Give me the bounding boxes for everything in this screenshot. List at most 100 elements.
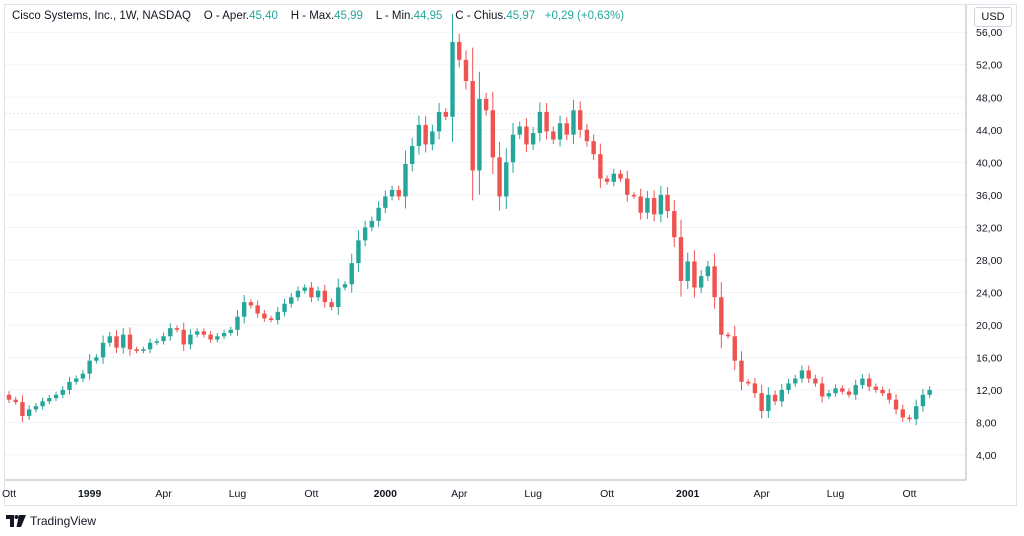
candle[interactable] [74, 375, 79, 385]
candle[interactable] [625, 170, 630, 202]
candle[interactable] [336, 278, 341, 315]
candle[interactable] [631, 192, 637, 199]
candle[interactable] [759, 384, 764, 419]
candle[interactable] [369, 216, 375, 232]
candle[interactable] [571, 99, 576, 145]
candle[interactable] [107, 331, 112, 347]
candle[interactable] [551, 126, 556, 144]
candle[interactable] [141, 346, 146, 354]
candle[interactable] [557, 115, 563, 147]
candle[interactable] [295, 286, 301, 302]
candle[interactable] [215, 333, 220, 343]
candle[interactable] [396, 185, 401, 201]
candle[interactable] [840, 385, 845, 395]
candle[interactable] [282, 298, 287, 317]
candle[interactable] [67, 376, 72, 395]
candle[interactable] [887, 388, 892, 404]
candle[interactable] [121, 328, 126, 354]
candle[interactable] [880, 386, 885, 397]
candle[interactable] [739, 351, 744, 391]
candle[interactable] [611, 168, 616, 187]
candle[interactable] [362, 220, 368, 247]
currency-button[interactable]: USD [974, 7, 1012, 27]
candle[interactable] [457, 33, 462, 68]
candle[interactable] [604, 175, 610, 185]
candle[interactable] [356, 230, 361, 273]
candle[interactable] [819, 376, 825, 403]
candle[interactable] [846, 388, 852, 398]
candle[interactable] [80, 369, 86, 382]
candle[interactable] [275, 307, 280, 325]
candle[interactable] [309, 282, 314, 303]
candle[interactable] [242, 294, 247, 324]
candle[interactable] [168, 323, 173, 341]
candle[interactable] [866, 373, 872, 392]
candle[interactable] [719, 282, 724, 349]
candle[interactable] [60, 386, 65, 399]
candle[interactable] [752, 377, 758, 399]
candle[interactable] [181, 322, 186, 351]
candle[interactable] [161, 332, 166, 345]
candle[interactable] [302, 284, 307, 294]
candle[interactable] [645, 190, 650, 220]
candle[interactable] [490, 91, 496, 175]
candle[interactable] [564, 117, 569, 141]
candle[interactable] [786, 379, 791, 394]
candle[interactable] [114, 330, 119, 354]
candle[interactable] [262, 309, 267, 322]
candle[interactable] [389, 185, 395, 201]
candle[interactable] [403, 150, 408, 209]
candle[interactable] [853, 379, 858, 400]
candle[interactable] [598, 143, 603, 189]
candle[interactable] [483, 92, 489, 116]
candle[interactable] [33, 403, 39, 413]
candle[interactable] [255, 300, 260, 318]
candle[interactable] [914, 399, 919, 426]
candle[interactable] [87, 354, 92, 380]
candle[interactable] [20, 395, 25, 423]
candle[interactable] [860, 374, 865, 389]
candle[interactable] [174, 325, 180, 333]
candle[interactable] [658, 185, 664, 223]
candle[interactable] [685, 252, 690, 289]
candle[interactable] [793, 374, 798, 387]
candle[interactable] [235, 310, 240, 336]
candle[interactable] [927, 386, 932, 399]
candle[interactable] [813, 374, 818, 387]
candle[interactable] [826, 390, 832, 400]
candle[interactable] [651, 190, 657, 222]
candle[interactable] [26, 405, 32, 420]
candle[interactable] [672, 199, 677, 248]
candle[interactable] [248, 298, 254, 309]
candle[interactable] [463, 50, 469, 90]
candle[interactable] [329, 298, 334, 311]
candle[interactable] [322, 284, 328, 308]
candle[interactable] [578, 101, 583, 138]
candle[interactable] [799, 365, 805, 383]
candle[interactable] [665, 187, 670, 219]
candle[interactable] [416, 115, 422, 155]
candle[interactable] [127, 327, 133, 356]
candle[interactable] [833, 384, 838, 397]
candle[interactable] [873, 383, 879, 393]
candle[interactable] [154, 338, 160, 346]
candle[interactable] [53, 391, 59, 401]
candle[interactable] [376, 201, 381, 227]
candle[interactable] [201, 328, 207, 338]
candle[interactable] [900, 404, 905, 422]
candle[interactable] [423, 116, 428, 153]
candle[interactable] [436, 103, 442, 140]
candle[interactable] [134, 346, 139, 354]
candle[interactable] [732, 325, 737, 371]
tradingview-brand[interactable]: TradingView [6, 513, 96, 529]
candle[interactable] [342, 281, 348, 291]
candle[interactable] [692, 250, 697, 298]
candle[interactable] [450, 13, 455, 143]
candle[interactable] [678, 219, 684, 297]
candle[interactable] [618, 169, 623, 182]
candle[interactable] [530, 127, 536, 150]
candle[interactable] [725, 332, 731, 339]
candle[interactable] [268, 315, 274, 323]
candle[interactable] [315, 286, 321, 302]
candle[interactable] [920, 388, 926, 412]
